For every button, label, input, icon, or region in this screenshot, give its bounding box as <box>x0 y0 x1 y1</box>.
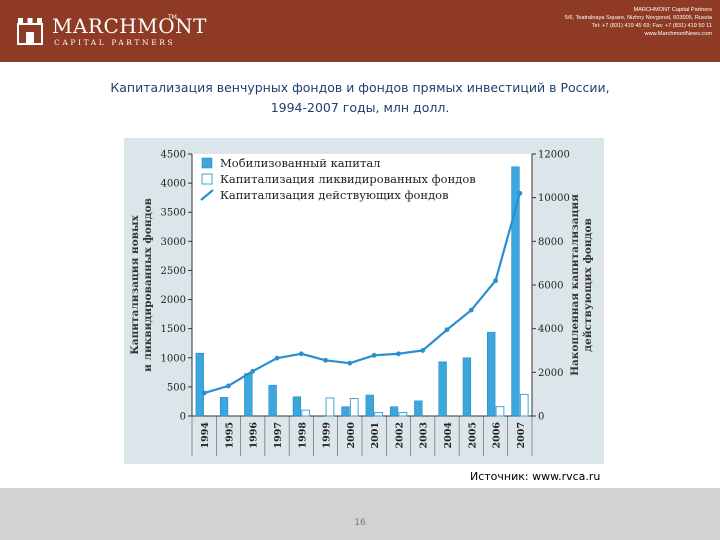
legend-label: Капитализация действующих фондов <box>220 188 449 202</box>
contact-address: 5/6, Teatralnaya Square, Nizhny Novgorod… <box>564 15 712 21</box>
legend-label: Мобилизованный капитал <box>220 156 380 170</box>
contact-website[interactable]: www.MarchmontNews.com <box>644 31 712 37</box>
line-point <box>468 307 474 313</box>
line-point <box>201 390 207 396</box>
bar-mobilized-capital <box>341 406 350 417</box>
capitalization-chart: 0 500 1000 1500 2000 2500 3000 3500 4000 4500 0 200… <box>129 150 594 456</box>
bar-mobilized-capital <box>438 361 447 417</box>
right-tick-label: 0 <box>538 412 544 423</box>
x-tick-label: 2000 <box>346 422 357 449</box>
bar-liquidated-capitalization <box>301 409 311 417</box>
line-point <box>420 348 426 353</box>
bar-mobilized-capital <box>195 352 204 417</box>
left-tick-label: 2500 <box>161 266 186 277</box>
source-note: Источник: www.rvca.ru <box>470 470 601 483</box>
right-tick-label: 4000 <box>538 324 563 335</box>
contact-phone: Tel: +7 (831) 419 45 69; Fax: +7 (831) 4… <box>591 23 712 29</box>
bar-mobilized-capital <box>462 357 472 417</box>
x-tick-label: 2003 <box>419 422 430 448</box>
line-active-funds-capitalization <box>203 193 521 395</box>
contact-info: MARCHMONT Capital Partners 5/6, Teatraln… <box>565 6 712 38</box>
x-tick-label: 1997 <box>273 422 284 448</box>
x-tick-label: 2005 <box>467 422 478 448</box>
x-tick-label: 1996 <box>249 422 260 449</box>
bar-liquidated-capitalization <box>374 412 383 417</box>
bar-liquidated-capitalization <box>519 393 529 417</box>
bar-mobilized-capital <box>511 166 520 417</box>
x-tick-label: 2007 <box>516 422 527 448</box>
left-tick-label: 1500 <box>161 324 186 335</box>
logo-trademark: TM <box>168 14 177 21</box>
footer-bar: 16 <box>0 488 720 540</box>
slide-title-line-1: Капитализация венчурных фондов и фондов … <box>110 80 610 95</box>
bar-liquidated-capitalization <box>349 398 359 417</box>
legend-swatch-liquidated <box>201 173 213 185</box>
plot-area <box>192 154 532 416</box>
x-tick-label: 1995 <box>224 422 235 448</box>
legend-swatch-mobilized <box>201 157 213 169</box>
line-point <box>517 190 523 196</box>
line-point <box>323 357 328 363</box>
x-tick-label: 1998 <box>297 422 308 449</box>
left-tick-label: 4500 <box>161 150 186 161</box>
bar-liquidated-capitalization <box>325 397 335 417</box>
bar-mobilized-capital <box>292 396 302 417</box>
logo-subtitle: CAPITAL PARTNERS <box>54 38 176 47</box>
x-tick-label: 2001 <box>370 422 381 448</box>
slide-title-line-2: 1994-2007 годы, млн долл. <box>270 100 450 115</box>
left-tick-label: 4000 <box>161 179 186 190</box>
legend-swatch-line <box>200 189 214 201</box>
right-tick-label: 2000 <box>538 368 563 379</box>
line-point <box>274 355 280 361</box>
x-tick-label: 1999 <box>322 422 333 449</box>
page-number: 16 <box>354 518 366 528</box>
right-axis-title: Накопленная капитализациядействующих фон… <box>569 194 594 376</box>
x-tick-label: 2004 <box>443 422 454 449</box>
bar-liquidated-capitalization <box>495 406 505 417</box>
line-point <box>444 327 450 333</box>
chart-frame: 0 500 1000 1500 2000 2500 3000 3500 4000 4500 0 200… <box>124 138 604 464</box>
right-tick-label: 12000 <box>538 150 570 161</box>
left-tick-label: 3500 <box>161 208 186 219</box>
line-point <box>226 383 231 389</box>
bar-mobilized-capital <box>414 400 423 417</box>
bar-mobilized-capital <box>244 373 253 417</box>
left-tick-label: 2000 <box>161 295 186 306</box>
line-point <box>493 278 498 284</box>
slide-title: Капитализация венчурных фондов и фондов … <box>90 78 630 118</box>
line-point <box>347 360 353 366</box>
header-bar: MARCHMONT TM CAPITAL PARTNERS MARCHMONT … <box>0 0 720 62</box>
bar-mobilized-capital <box>389 406 399 417</box>
x-tick-label: 2002 <box>394 422 405 448</box>
line-point <box>298 351 304 357</box>
right-tick-label: 10000 <box>538 193 570 204</box>
legend-label: Капитализация ликвидированных фондов <box>220 172 476 186</box>
x-tick-label: 2006 <box>492 422 503 449</box>
bar-mobilized-capital <box>365 394 374 417</box>
line-point <box>250 368 256 374</box>
left-axis-title: Капитализация новыхи ликвидированных фон… <box>129 198 154 372</box>
marchmont-logo: MARCHMONT TM CAPITAL PARTNERS <box>16 12 206 52</box>
left-tick-label: 500 <box>167 382 186 393</box>
castle-logo-icon <box>17 18 43 45</box>
left-tick-label: 1000 <box>161 353 186 364</box>
x-tick-label: 1994 <box>200 422 211 449</box>
bar-mobilized-capital <box>268 384 277 417</box>
right-tick-label: 6000 <box>538 281 563 292</box>
line-point <box>371 352 377 358</box>
line-point <box>396 351 401 357</box>
bar-mobilized-capital <box>487 331 496 417</box>
bar-liquidated-capitalization <box>398 412 408 417</box>
contact-company: MARCHMONT Capital Partners <box>633 7 712 13</box>
logo-name: MARCHMONT <box>52 14 207 38</box>
left-tick-label: 0 <box>180 412 186 423</box>
left-tick-label: 3000 <box>161 237 186 248</box>
right-tick-label: 8000 <box>538 237 563 248</box>
bar-mobilized-capital <box>219 397 229 417</box>
